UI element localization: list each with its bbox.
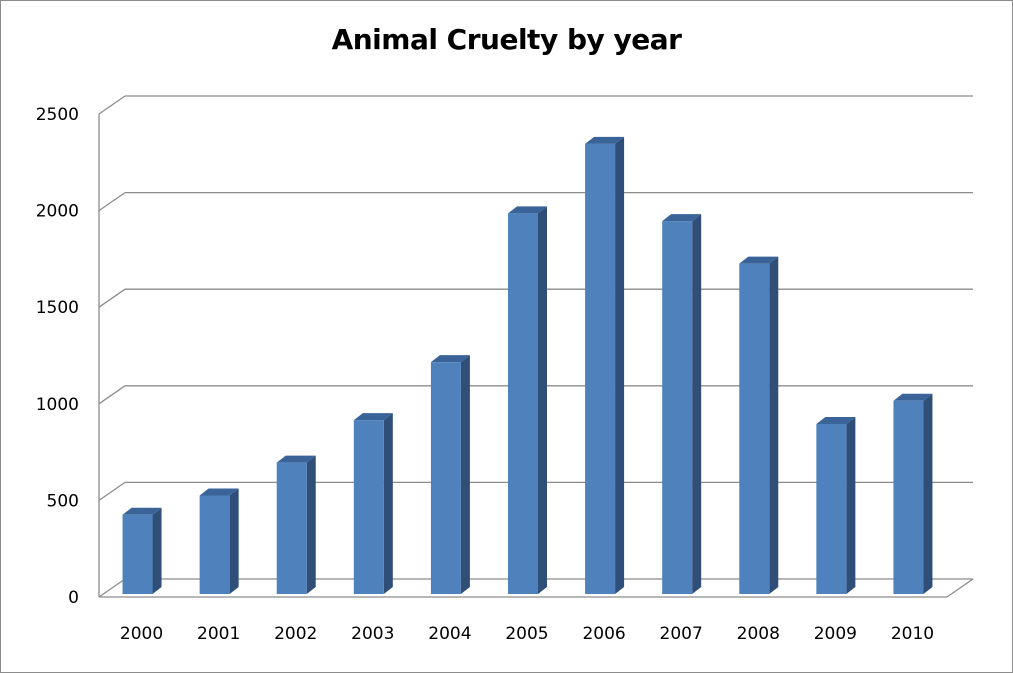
x-tick-label-2000: 2000 (120, 624, 163, 644)
bar-front-2006 (585, 143, 616, 594)
bar-2008 (739, 256, 779, 594)
bar-top-2000 (122, 507, 162, 515)
bar-top-2008 (739, 256, 779, 264)
bar-front-2001 (199, 495, 230, 594)
bar-2003 (353, 413, 393, 594)
bar-top-2003 (353, 413, 393, 421)
bar-side-2006 (615, 136, 625, 594)
bar-side-2009 (846, 416, 856, 594)
bar-top-2001 (199, 488, 239, 496)
bar-2002 (276, 455, 316, 594)
bar-front-2010 (893, 400, 924, 594)
y-axis-tick-labels: 0 500 1000 1500 2000 2500 (36, 105, 79, 608)
bar-top-2007 (662, 214, 702, 222)
bar-2010 (893, 393, 933, 594)
bar-2006 (585, 136, 625, 594)
gridline-side-500 (98, 481, 126, 501)
bar-side-2007 (692, 214, 702, 594)
gridlines (98, 95, 974, 598)
x-tick-label-2006: 2006 (582, 624, 625, 644)
x-axis-tick-labels: 2000 2001 2002 2003 2004 2005 2006 2007 2008 2009… (120, 624, 934, 644)
gridline-side-2000 (98, 192, 126, 212)
y-tick-label-2000: 2000 (36, 202, 79, 222)
bar-2000 (122, 507, 162, 594)
x-tick-label-2007: 2007 (660, 624, 703, 644)
bar-side-2008 (769, 256, 779, 594)
x-tick-label-2001: 2001 (197, 624, 240, 644)
bar-top-2010 (893, 393, 933, 401)
x-tick-label-2002: 2002 (274, 624, 317, 644)
bar-top-2004 (430, 355, 470, 363)
bar-2007 (662, 214, 702, 594)
bar-side-2005 (538, 206, 547, 594)
bar-2005 (508, 206, 547, 594)
bar-front-2007 (662, 221, 693, 594)
floor-right-edge (946, 578, 974, 598)
bar-front-2004 (430, 362, 461, 594)
bar-side-2001 (229, 488, 239, 594)
bar-side-2000 (152, 507, 162, 594)
bar-top-2002 (276, 455, 316, 463)
bar-front-2000 (122, 514, 153, 594)
bar-front-2009 (816, 423, 847, 594)
y-tick-label-2500: 2500 (36, 105, 79, 125)
y-tick-label-1500: 1500 (36, 298, 79, 318)
gridline-side-2500 (98, 95, 126, 115)
bar-2009 (816, 416, 856, 594)
gridline-side-0 (98, 578, 126, 598)
x-tick-label-2004: 2004 (428, 624, 471, 644)
bar-top-2009 (816, 416, 856, 424)
bar-front-2005 (508, 213, 538, 594)
x-tick-label-2005: 2005 (505, 624, 548, 644)
bar-front-2002 (276, 462, 307, 594)
x-tick-label-2009: 2009 (814, 624, 857, 644)
y-tick-label-0: 0 (68, 588, 79, 608)
bar-top-2005 (508, 206, 547, 214)
bar-front-2003 (353, 420, 384, 594)
bar-side-2002 (306, 455, 316, 594)
gridline-side-1000 (98, 385, 126, 405)
bar-top-2006 (585, 136, 625, 144)
x-tick-label-2010: 2010 (891, 624, 934, 644)
gridline-side-1500 (98, 288, 126, 308)
x-tick-label-2003: 2003 (351, 624, 394, 644)
bars (122, 136, 933, 594)
bar-side-2010 (923, 393, 933, 594)
bar-side-2004 (460, 355, 470, 594)
y-tick-label-1000: 1000 (36, 395, 79, 415)
chart-title: Animal Cruelty by year (331, 23, 682, 56)
bar-2004 (430, 355, 470, 594)
bar-2001 (199, 488, 239, 594)
bar-front-2008 (739, 263, 770, 594)
x-tick-label-2008: 2008 (737, 624, 780, 644)
bar-side-2003 (383, 413, 393, 594)
y-tick-label-500: 500 (47, 491, 79, 511)
